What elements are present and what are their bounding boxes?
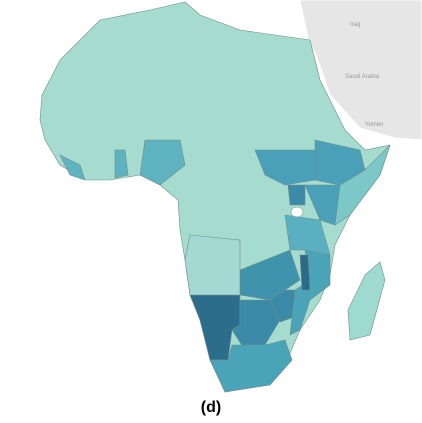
map-label: Yemen bbox=[365, 122, 383, 128]
lake bbox=[290, 206, 304, 218]
country-region bbox=[139, 139, 186, 186]
country-region bbox=[254, 149, 316, 186]
country-region bbox=[287, 184, 306, 206]
country-region bbox=[284, 214, 331, 256]
map-label: Iraq bbox=[350, 22, 360, 28]
country-region bbox=[334, 144, 391, 226]
country-region bbox=[347, 261, 386, 341]
country-region bbox=[114, 149, 129, 179]
country-region bbox=[59, 154, 86, 181]
country-region bbox=[209, 339, 293, 393]
country-region bbox=[184, 234, 241, 296]
country-region bbox=[299, 254, 311, 291]
map-label: Saudi Arabia bbox=[345, 74, 380, 80]
caption: (d) bbox=[201, 399, 221, 416]
